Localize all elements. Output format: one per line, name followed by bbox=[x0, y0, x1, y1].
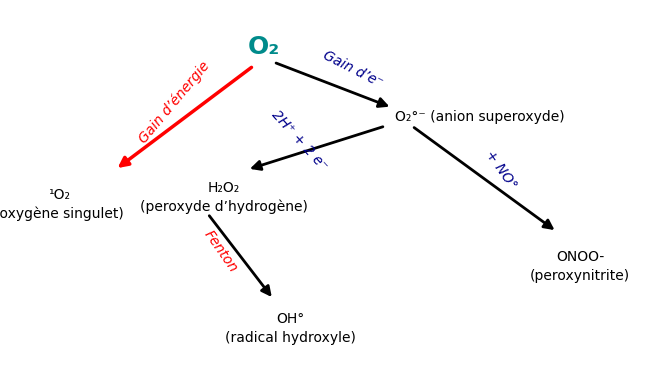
Text: Gain d’e⁻: Gain d’e⁻ bbox=[320, 48, 385, 91]
Text: ONOO-
(peroxynitrite): ONOO- (peroxynitrite) bbox=[530, 250, 630, 283]
Text: ¹O₂
(oxygène singulet): ¹O₂ (oxygène singulet) bbox=[0, 188, 124, 221]
Text: Fenton: Fenton bbox=[201, 228, 241, 276]
Text: O₂: O₂ bbox=[248, 35, 279, 59]
Text: Gain d’énergie: Gain d’énergie bbox=[136, 58, 213, 146]
Text: 2H⁺ + 2 e⁻: 2H⁺ + 2 e⁻ bbox=[269, 108, 331, 173]
Text: + NO°: + NO° bbox=[482, 147, 519, 192]
Text: O₂°⁻ (anion superoxyde): O₂°⁻ (anion superoxyde) bbox=[395, 110, 565, 124]
Text: OH°
(radical hydroxyle): OH° (radical hydroxyle) bbox=[225, 312, 355, 345]
Text: H₂O₂
(peroxyde d’hydrogène): H₂O₂ (peroxyde d’hydrogène) bbox=[140, 181, 308, 214]
